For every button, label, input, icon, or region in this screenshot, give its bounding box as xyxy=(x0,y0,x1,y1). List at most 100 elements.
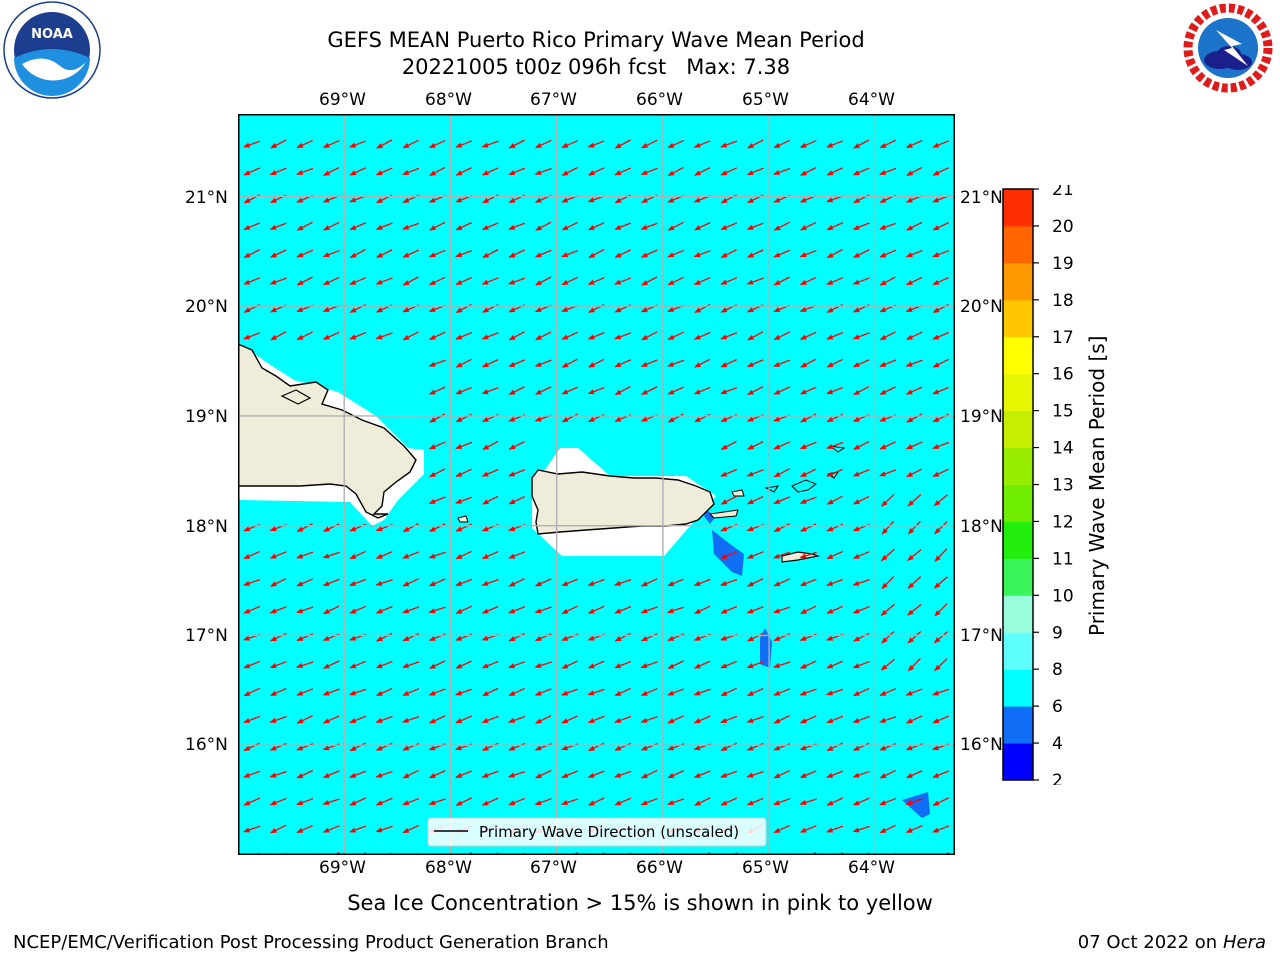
wave-arrow xyxy=(640,359,658,367)
wave-arrow xyxy=(481,579,499,586)
wave-arrow xyxy=(773,578,791,587)
wave-arrow xyxy=(879,167,897,176)
wave-arrow xyxy=(561,578,579,587)
chart-title: GEFS MEAN Puerto Rico Primary Wave Mean … xyxy=(327,28,865,52)
wave-arrow xyxy=(455,715,473,724)
wave-arrow xyxy=(402,331,419,341)
wave-arrow xyxy=(375,632,393,642)
wave-arrow xyxy=(269,222,287,230)
chart-subtitle: 20221005 t00z 096h fcst Max: 7.38 xyxy=(401,55,791,79)
wave-arrow xyxy=(667,715,684,724)
wave-arrow xyxy=(322,551,340,559)
wave-arrow xyxy=(243,579,261,586)
wave-arrow xyxy=(322,331,340,340)
wave-arrow xyxy=(852,770,870,778)
wave-arrow xyxy=(640,661,658,669)
wave-arrow xyxy=(429,468,446,478)
wave-arrow xyxy=(693,770,711,778)
lon-tick-top-5: 65°W xyxy=(742,90,789,110)
colorbar-tick-label: 15 xyxy=(1052,402,1074,422)
wave-arrow xyxy=(667,798,685,806)
wave-arrow xyxy=(853,386,870,396)
colorbar-tick-label: 17 xyxy=(1052,328,1074,348)
wave-arrow xyxy=(879,441,896,450)
wave-arrow xyxy=(932,770,950,778)
wave-arrow xyxy=(693,386,711,395)
wave-arrow xyxy=(455,222,472,231)
wave-arrow xyxy=(932,250,950,258)
wave-arrow xyxy=(773,221,790,231)
wave-arrow xyxy=(746,469,764,477)
wave-arrow xyxy=(270,139,287,149)
wave-arrow xyxy=(481,277,499,285)
lon-tick-top-2: 68°W xyxy=(425,90,472,110)
footer-date: 07 Oct 2022 on Hera xyxy=(1078,932,1266,953)
wave-arrow xyxy=(852,249,870,258)
wave-arrow xyxy=(455,797,472,806)
wave-arrow xyxy=(561,605,578,615)
wave-arrow xyxy=(296,221,313,231)
wave-arrow xyxy=(905,276,923,286)
wave-arrow xyxy=(746,277,764,285)
wave-arrow xyxy=(508,167,526,176)
wave-arrow xyxy=(799,140,817,148)
wave-arrow xyxy=(402,769,419,779)
wave-arrow xyxy=(826,660,844,669)
wave-arrow xyxy=(907,494,922,507)
wave-arrow xyxy=(693,276,711,286)
footer-date-text: 07 Oct 2022 on xyxy=(1077,932,1223,953)
wave-arrow xyxy=(296,331,313,341)
footer-host: Hera xyxy=(1222,932,1266,953)
wave-arrow xyxy=(481,468,499,477)
wave-arrow xyxy=(641,276,658,286)
wave-arrow xyxy=(402,797,420,806)
wave-arrow xyxy=(799,688,817,696)
wave-arrow xyxy=(667,359,685,367)
wave-arrow xyxy=(826,770,844,778)
wave-arrow xyxy=(800,166,817,176)
wave-arrow xyxy=(799,468,817,478)
wave-arrow xyxy=(508,551,526,559)
colorbar-block xyxy=(1003,336,1033,375)
wave-arrow xyxy=(667,770,685,779)
wave-arrow xyxy=(826,797,843,806)
wave-arrow xyxy=(561,688,579,696)
wave-arrow xyxy=(243,660,261,669)
wave-arrow xyxy=(720,277,738,285)
wave-arrow xyxy=(693,167,711,176)
wave-arrow xyxy=(852,632,870,642)
colorbar-block xyxy=(1003,743,1033,781)
wave-arrow xyxy=(402,824,419,834)
lon-tick-bottom-2: 68°W xyxy=(425,858,472,878)
wave-arrow xyxy=(720,660,738,669)
wave-arrow xyxy=(932,331,950,340)
wave-arrow xyxy=(481,742,499,751)
colorbar-block xyxy=(1003,521,1033,559)
wave-arrow xyxy=(614,715,632,723)
wave-arrow xyxy=(243,605,261,614)
wave-arrow xyxy=(906,166,923,176)
wave-arrow xyxy=(852,742,870,751)
wave-arrow xyxy=(322,660,340,669)
wave-arrow xyxy=(667,249,685,258)
wave-arrow xyxy=(428,660,446,669)
wave-arrow xyxy=(428,715,446,724)
wave-arrow xyxy=(826,715,844,724)
wave-arrow xyxy=(614,167,632,176)
wave-arrow xyxy=(561,715,579,724)
wave-arrow xyxy=(934,658,948,672)
wave-arrow xyxy=(641,331,658,341)
wave-arrow xyxy=(932,140,950,148)
wave-arrow xyxy=(746,770,764,778)
wave-arrow xyxy=(534,661,552,668)
wave-arrow xyxy=(932,797,949,806)
wave-arrow xyxy=(561,221,578,231)
wave-arrow xyxy=(587,358,605,368)
wave-arrow xyxy=(455,276,473,286)
wave-arrow xyxy=(455,496,473,504)
wave-arrow xyxy=(666,606,685,614)
wave-arrow xyxy=(402,276,419,286)
wave-arrow xyxy=(693,331,711,340)
wave-arrow xyxy=(534,798,552,806)
wave-arrow xyxy=(323,166,340,176)
